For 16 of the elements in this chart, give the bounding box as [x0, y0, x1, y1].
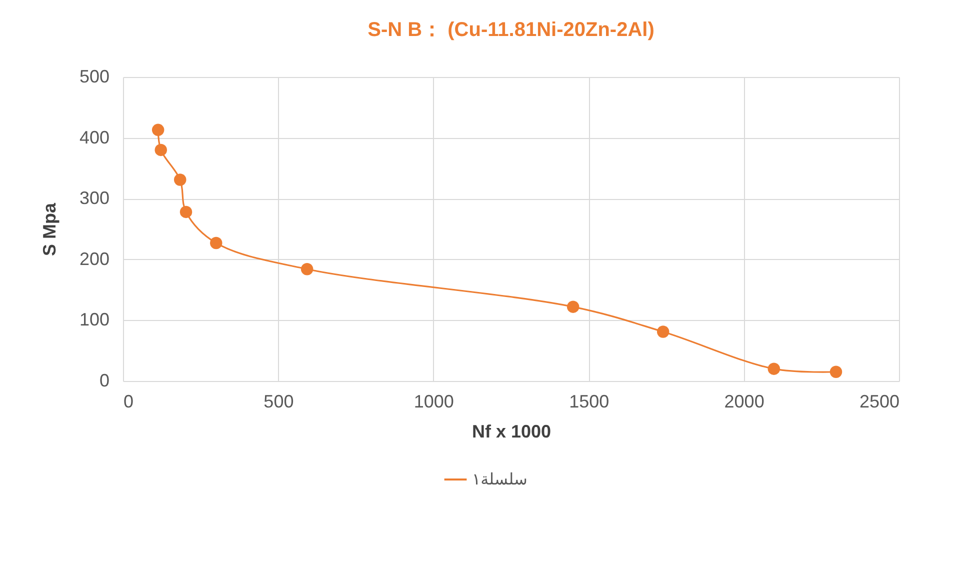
x-tick-label: 0	[124, 392, 134, 412]
y-tick-label: 500	[79, 66, 110, 86]
x-tick-label: 2500	[859, 392, 900, 412]
y-tick-label: 200	[79, 248, 110, 269]
x-axis-title: Nf x 1000	[472, 422, 552, 442]
x-tick-label: 2000	[724, 392, 764, 412]
y-tick-label: 400	[79, 127, 110, 148]
y-tick-label: 300	[79, 188, 110, 208]
legend-label: سلسلة١	[472, 472, 528, 488]
chart-title: S-N B： (Cu-11.81Ni-20Zn-2Al)	[368, 19, 654, 41]
x-tick-label: 1000	[414, 392, 454, 412]
y-tick-label: 0	[99, 370, 110, 390]
x-tick-label: 500	[264, 392, 294, 412]
x-tick-label: 1500	[569, 392, 610, 412]
y-axis-title: S Mpa	[39, 202, 60, 256]
y-tick-label: 100	[79, 310, 110, 330]
